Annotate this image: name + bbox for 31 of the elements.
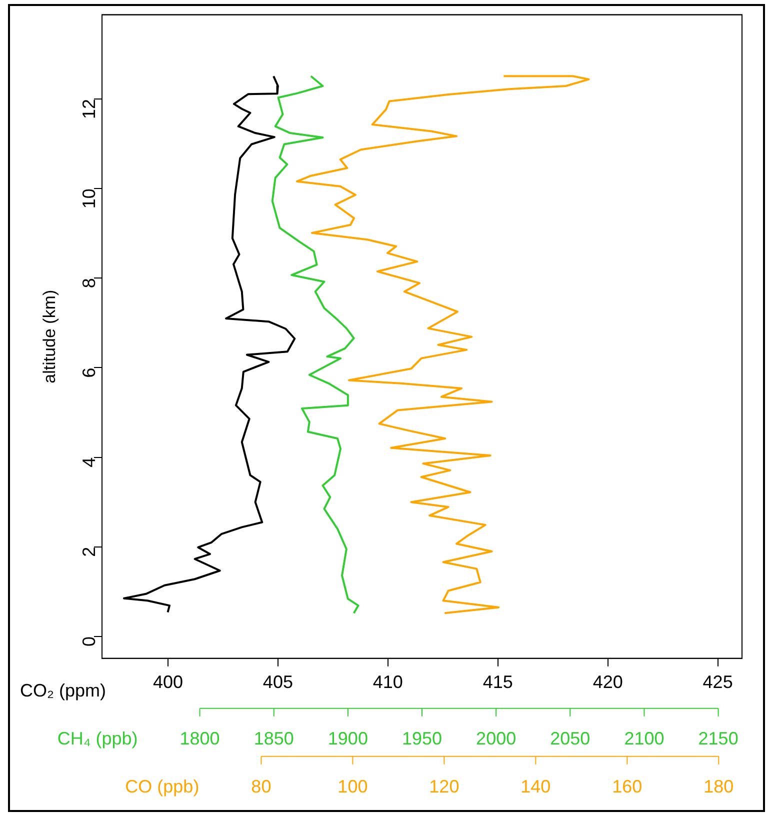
x2-tick-label: 1800 — [180, 728, 220, 748]
x-tick-label: 120 — [429, 776, 460, 796]
y-tick-label: 4 — [78, 457, 99, 468]
x-tick-label: 405 — [262, 672, 293, 692]
x-tick-label: 80 — [251, 776, 272, 796]
x-tick-label: 180 — [704, 776, 734, 796]
x2-tick-label: 2000 — [476, 728, 516, 748]
y-tick-label: 10 — [78, 188, 99, 209]
x-tick-label: 140 — [520, 776, 551, 796]
x-tick-label: 420 — [592, 672, 623, 692]
y-tick-label: 6 — [78, 368, 99, 378]
x-tick-label: 415 — [482, 672, 513, 692]
y-tick-label: 0 — [78, 636, 99, 646]
x2-tick-label: 1850 — [254, 728, 294, 748]
x-tick-label: 400 — [152, 672, 184, 692]
x2-tick-label: 2150 — [698, 728, 738, 748]
x2-tick-label: 2100 — [624, 728, 664, 748]
x-tick-label: 410 — [372, 672, 403, 692]
y-tick-label: 8 — [78, 278, 99, 288]
y-tick-label: 2 — [78, 546, 99, 557]
x2-tick-label: 1950 — [402, 728, 442, 748]
y-axis-title: altitude (km) — [40, 290, 59, 384]
x2-tick-label: 1900 — [328, 728, 368, 748]
x2-tick-label: 2050 — [550, 728, 590, 748]
x-tick-label: 100 — [338, 776, 368, 796]
x-tick-label: 160 — [612, 776, 642, 796]
x-axis-title: CO (ppb) — [125, 776, 200, 796]
x-tick-label: 425 — [702, 672, 733, 692]
y-tick-label: 12 — [78, 99, 99, 120]
x2-axis-title: CH₄ (ppb) — [57, 728, 138, 748]
x-axis-title: CO₂ (ppm) — [20, 680, 106, 700]
